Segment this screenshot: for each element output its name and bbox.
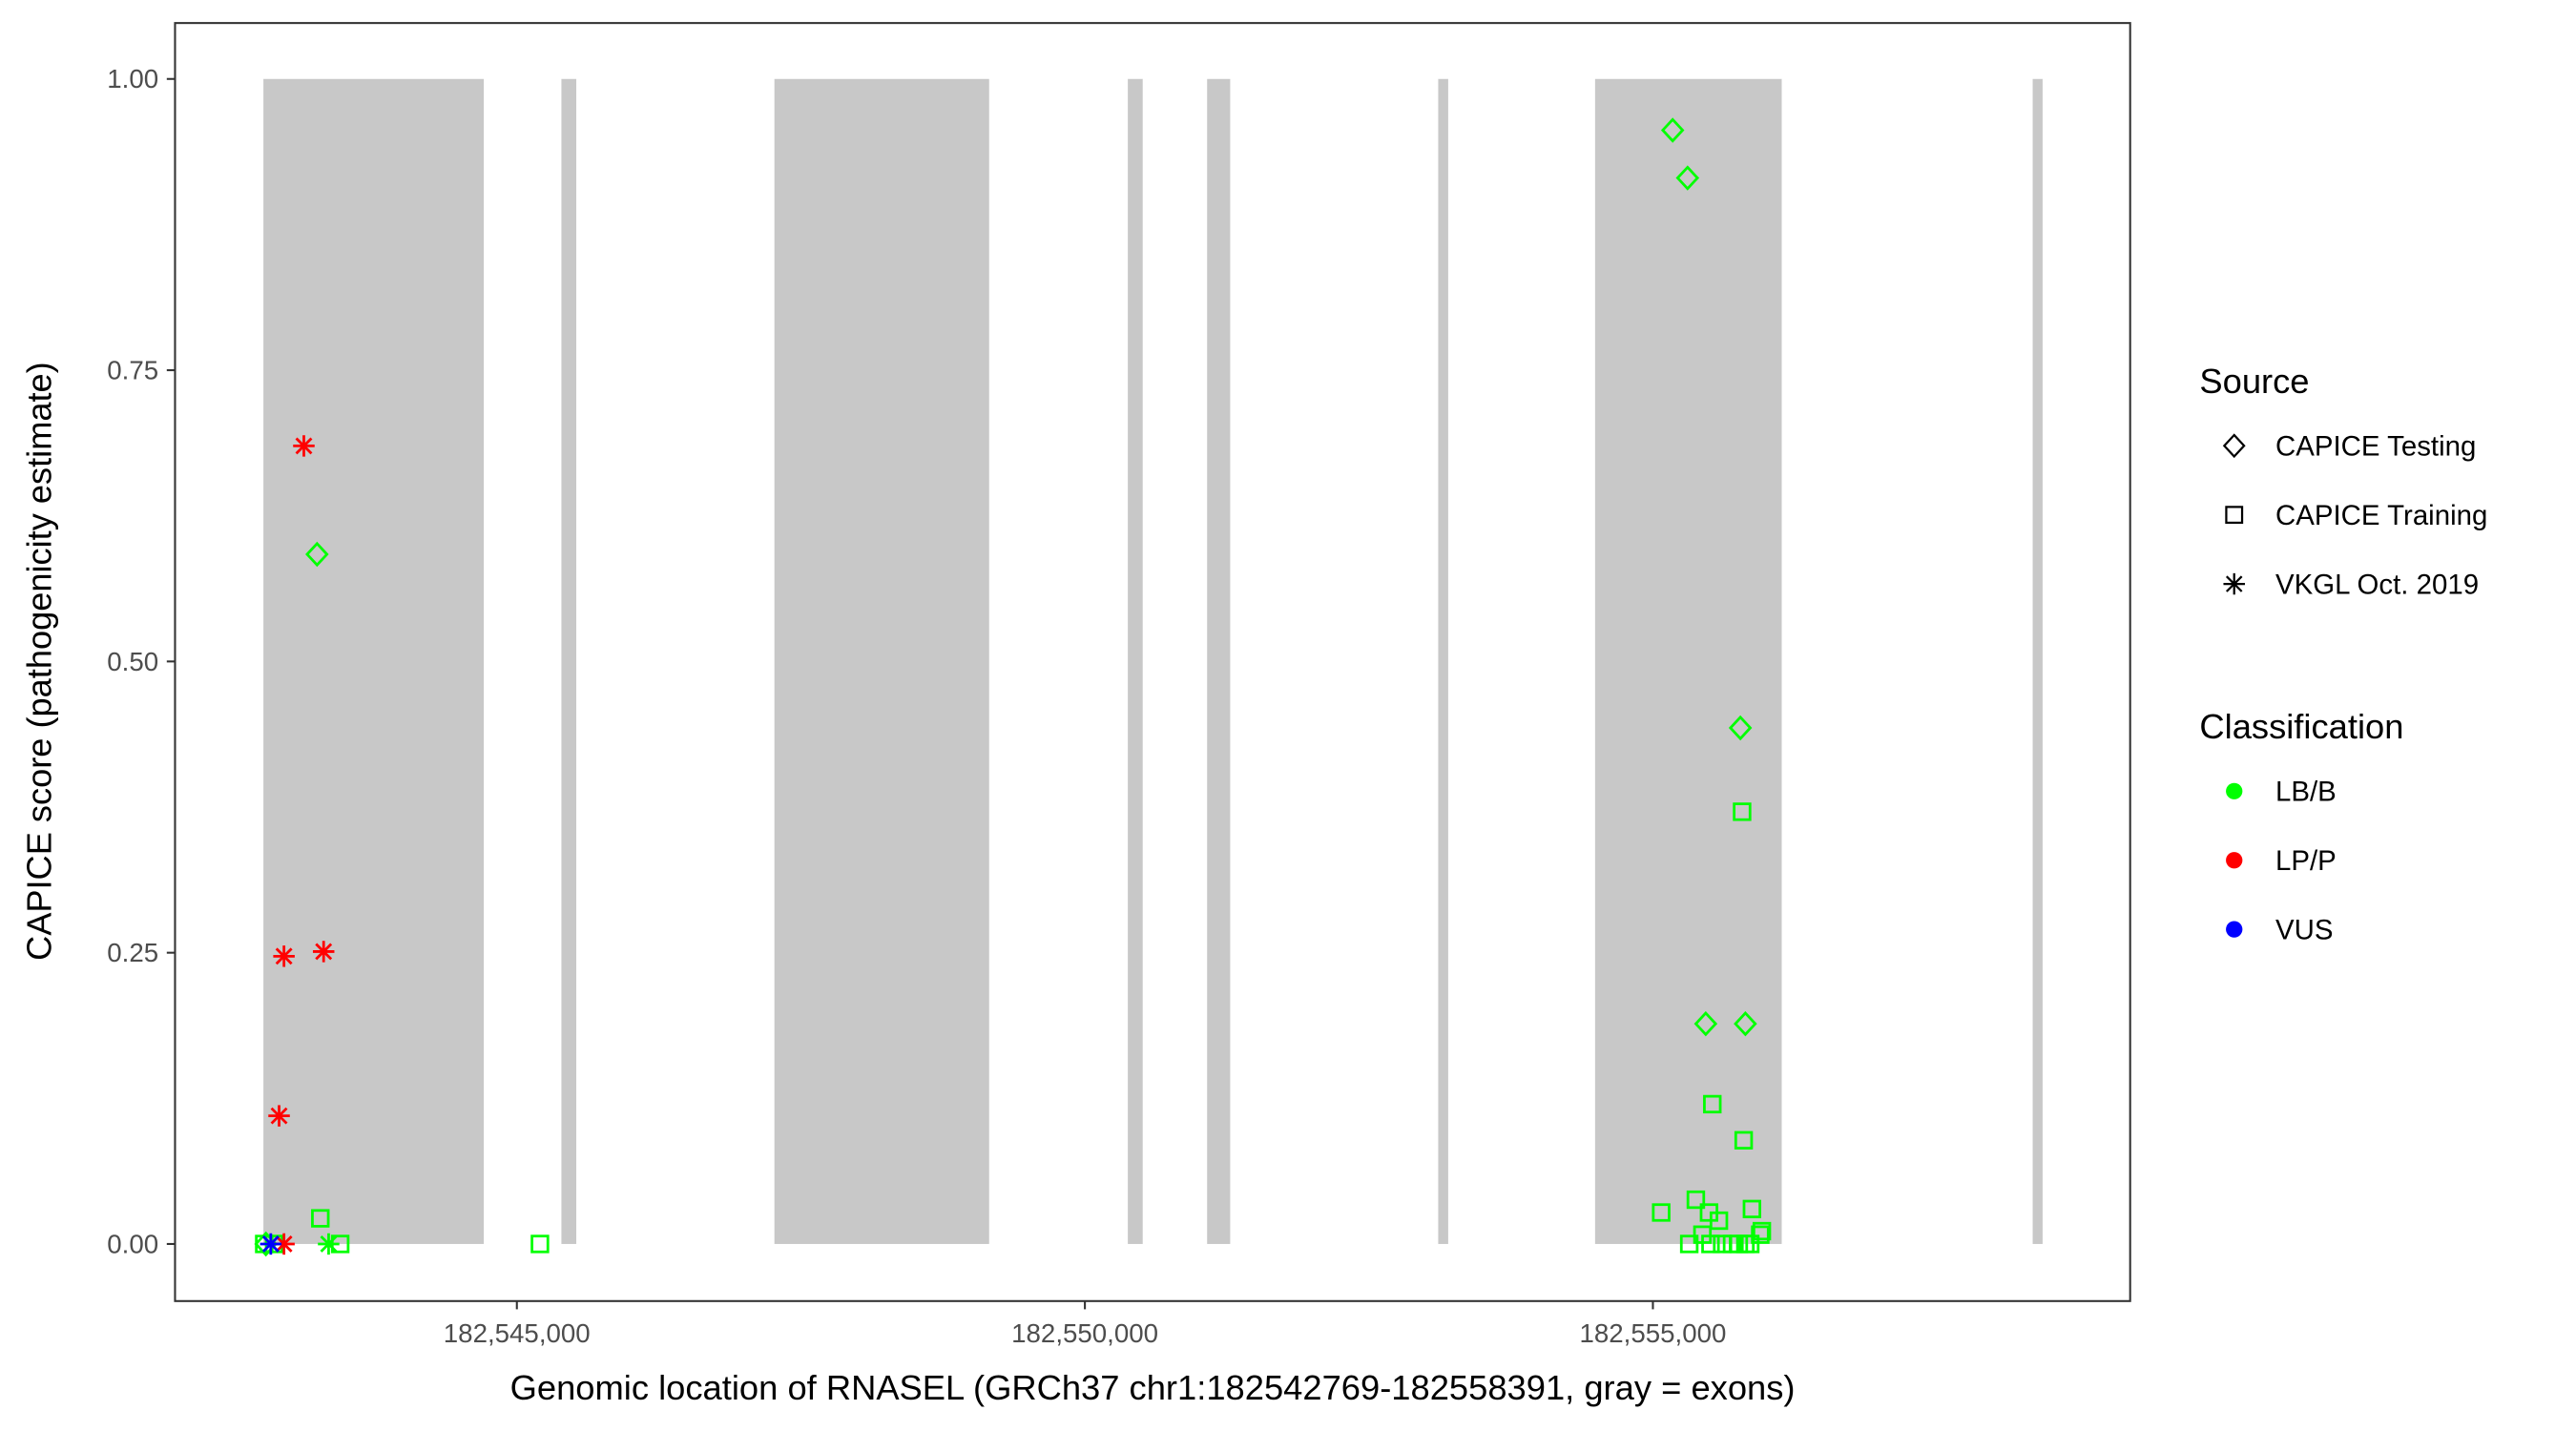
y-tick-label: 0.75	[107, 356, 158, 385]
y-axis: 0.00 0.25 0.50 0.75 1.00	[107, 64, 176, 1258]
asterisk-icon	[2223, 572, 2245, 595]
data-points	[254, 117, 1772, 1257]
y-tick-label: 0.00	[107, 1229, 158, 1258]
square-point	[1679, 1234, 1699, 1254]
legend-item-classification: LP/P	[2226, 845, 2337, 877]
legend-label: VKGL Oct. 2019	[2275, 569, 2479, 600]
exon-band	[1207, 78, 1231, 1244]
dot-icon	[2226, 782, 2243, 799]
exon-band	[1128, 78, 1143, 1244]
y-tick-label: 0.50	[107, 647, 158, 676]
legend-label: CAPICE Testing	[2275, 431, 2476, 463]
legend-item-source: CAPICE Testing	[2222, 431, 2476, 463]
square-point	[311, 1209, 330, 1228]
asterisk-point	[273, 1233, 295, 1255]
legend-item-classification: LB/B	[2226, 777, 2337, 808]
dot-icon	[2226, 921, 2243, 938]
asterisk-point	[318, 1233, 340, 1255]
square-icon	[2225, 506, 2244, 525]
diamond-point	[1693, 1010, 1718, 1037]
asterisk-point	[260, 1233, 282, 1255]
square-point	[1733, 802, 1752, 821]
x-axis: 182,545,000 182,550,000 182,555,000	[444, 1300, 1727, 1348]
legend-item-source: VKGL Oct. 2019	[2223, 569, 2479, 600]
legend-label: LP/P	[2275, 845, 2337, 877]
asterisk-point	[312, 941, 335, 963]
x-tick-label: 182,550,000	[1011, 1318, 1158, 1348]
asterisk-point	[293, 435, 315, 457]
diamond-point	[305, 541, 329, 568]
square-point	[1652, 1203, 1671, 1222]
exon-band	[2032, 78, 2043, 1244]
exon-band	[561, 78, 577, 1244]
x-tick-label: 182,545,000	[444, 1318, 591, 1348]
square-point	[530, 1234, 550, 1254]
legend-classification-title: Classification	[2199, 707, 2403, 746]
diamond-icon	[2222, 433, 2246, 459]
diamond-point	[1675, 165, 1700, 191]
legend-source-title: Source	[2199, 362, 2309, 401]
exon-bands	[263, 78, 2043, 1244]
diamond-point	[1728, 715, 1753, 741]
asterisk-point	[268, 1105, 290, 1127]
legend-item-classification: VUS	[2226, 915, 2333, 946]
y-tick-label: 1.00	[107, 64, 158, 93]
x-tick-label: 182,555,000	[1580, 1318, 1727, 1348]
dot-icon	[2226, 852, 2243, 869]
exon-band	[774, 78, 989, 1244]
square-point	[1703, 1094, 1722, 1114]
legend: Source CAPICE Testing CAPICE Training VKGL…	[2199, 362, 2487, 945]
square-point	[1686, 1190, 1706, 1210]
x-axis-title: Genomic location of RNASEL (GRCh37 chr1:…	[510, 1368, 1796, 1407]
square-point	[1752, 1221, 1772, 1241]
y-tick-label: 0.25	[107, 938, 158, 967]
square-point	[1709, 1211, 1729, 1231]
square-point	[1742, 1199, 1761, 1218]
square-point	[1740, 1234, 1760, 1254]
exon-band	[263, 78, 485, 1244]
diamond-point	[1734, 1010, 1757, 1037]
square-point	[1734, 1130, 1754, 1150]
exon-band	[1438, 78, 1448, 1244]
square-point	[1751, 1225, 1770, 1244]
asterisk-point	[273, 945, 295, 967]
legend-label: LB/B	[2275, 777, 2337, 808]
y-axis-title: CAPICE score (pathogenicity estimate)	[20, 362, 59, 961]
exon-band	[1594, 78, 1782, 1244]
diamond-point	[1660, 117, 1685, 143]
legend-item-source: CAPICE Training	[2225, 500, 2487, 531]
legend-label: CAPICE Training	[2275, 500, 2487, 531]
square-point	[1701, 1234, 1720, 1254]
legend-label: VUS	[2275, 915, 2333, 946]
